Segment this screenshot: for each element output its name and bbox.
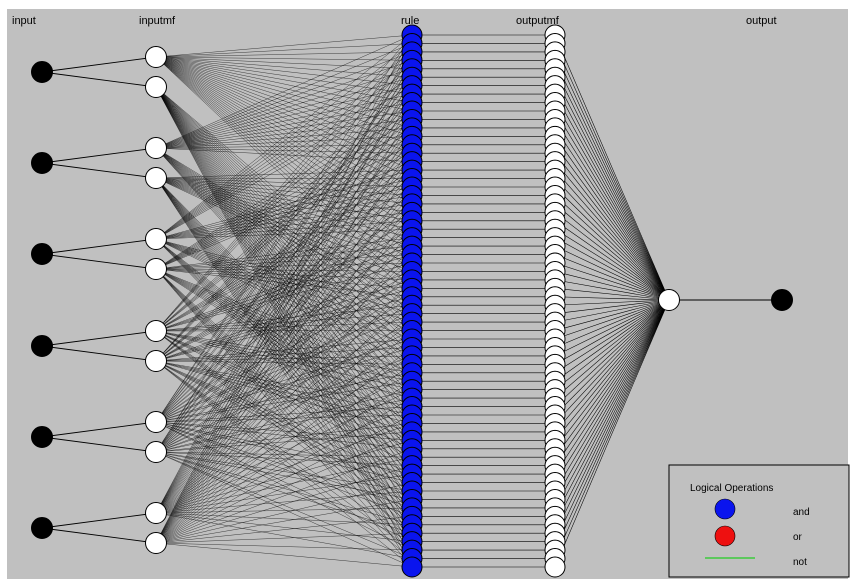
legend-title: Logical Operations — [690, 483, 773, 494]
inputmf-node — [146, 77, 167, 98]
legend: Logical Operations and or not — [669, 465, 849, 577]
inputmf-node — [146, 259, 167, 280]
inputmf-node — [146, 321, 167, 342]
inputmf-node — [146, 351, 167, 372]
input-layer-label: input — [12, 15, 36, 27]
inputmf-node — [146, 503, 167, 524]
output-layer-label: output — [746, 15, 777, 27]
rule-node — [402, 557, 422, 577]
rule-layer-label: rule — [401, 15, 419, 27]
aggregate-node — [659, 290, 680, 311]
input-node — [32, 62, 53, 83]
legend-and-marker — [715, 499, 735, 519]
inputmf-node — [146, 168, 167, 189]
input-node — [32, 153, 53, 174]
legend-frame — [669, 465, 849, 577]
legend-or-marker — [715, 526, 735, 546]
inputmf-node — [146, 412, 167, 433]
inputmf-node — [146, 533, 167, 554]
legend-or-label: or — [793, 532, 803, 543]
input-node — [32, 518, 53, 539]
inputmf-node — [146, 229, 167, 250]
legend-not-label: not — [793, 557, 807, 568]
inputmf-node — [146, 138, 167, 159]
input-node — [32, 427, 53, 448]
outputmf-node — [545, 557, 565, 577]
outputmf-layer-label: outputmf — [516, 15, 560, 27]
input-node — [32, 336, 53, 357]
legend-and-label: and — [793, 507, 810, 518]
inputmf-node — [146, 47, 167, 68]
output-node — [772, 290, 793, 311]
input-node — [32, 244, 53, 265]
inputmf-layer-label: inputmf — [139, 15, 176, 27]
inputmf-node — [146, 442, 167, 463]
